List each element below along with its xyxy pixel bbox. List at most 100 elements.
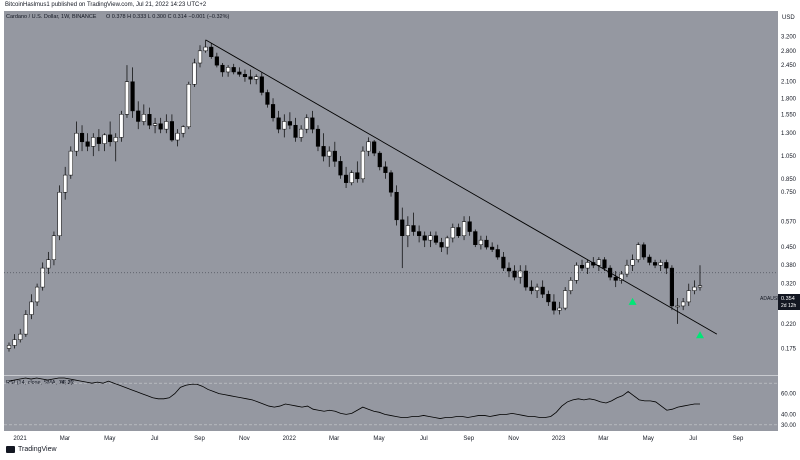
rsi-indicator — [4, 377, 778, 426]
candle-body — [383, 166, 388, 173]
candle-body — [242, 74, 248, 77]
candle-body — [108, 134, 113, 143]
candle-body — [293, 124, 298, 138]
candle-body — [456, 227, 461, 237]
candle-body — [96, 137, 101, 144]
candle-body — [681, 301, 686, 307]
price-tick-label: 1.300 — [781, 131, 797, 137]
candle-body — [349, 172, 354, 183]
candle-body — [265, 92, 270, 105]
candle-body — [535, 286, 540, 291]
price-tick-label: 2.450 — [781, 63, 797, 69]
candle-body — [12, 339, 17, 346]
candle-body — [51, 235, 57, 260]
candle-body — [23, 314, 28, 335]
footer-brand-label: TradingView — [18, 446, 57, 453]
last-price-countdown: 2d 12h — [781, 303, 797, 309]
candle-body — [164, 121, 169, 130]
candle-body — [394, 191, 399, 221]
price-tick-label: 0.850 — [781, 177, 797, 183]
candle-body — [405, 225, 410, 237]
candle-body — [501, 256, 506, 269]
time-tick-label: Sep — [194, 436, 205, 442]
candle-body — [152, 123, 158, 126]
tradingview-logo-icon — [6, 446, 15, 453]
candle-body — [619, 273, 624, 281]
candle-body — [332, 150, 337, 162]
last-price-value: 0.354 — [781, 296, 795, 302]
candle-body — [506, 267, 512, 272]
candle-body — [147, 114, 152, 126]
overlays — [4, 39, 778, 339]
candle-body — [192, 62, 197, 85]
candle-body — [85, 141, 90, 147]
price-tick-label: 2.100 — [781, 80, 797, 86]
candle-body — [433, 235, 439, 243]
time-tick-label: May — [373, 436, 384, 442]
candle-body — [377, 152, 382, 168]
candle-body — [18, 333, 23, 340]
candles — [6, 39, 703, 352]
candle-body — [473, 231, 478, 245]
time-tick-label: 2022 — [283, 436, 297, 442]
candle-body — [360, 150, 366, 180]
ohlc-readout: O 0.378 H 0.333 L 0.300 C 0.314 −0.001 (… — [106, 14, 229, 20]
currency-label: USD — [782, 15, 795, 21]
candle-body — [315, 128, 321, 147]
candle-body — [658, 262, 663, 266]
candle-body — [181, 126, 186, 134]
candle-body — [254, 76, 259, 80]
candle-body — [518, 270, 523, 278]
candle-body — [366, 141, 371, 152]
rsi-line — [8, 377, 700, 419]
candle-body — [461, 221, 467, 237]
price-tick-label: 0.175 — [781, 346, 797, 352]
price-tick-label: 2.800 — [781, 49, 797, 55]
candle-body — [310, 117, 315, 130]
candle-body — [512, 270, 517, 278]
price-tick-label: 1.800 — [781, 96, 797, 102]
candle-body — [630, 259, 635, 266]
time-tick-label: Jul — [689, 436, 697, 442]
trendline — [205, 39, 718, 335]
candle-body — [68, 150, 73, 176]
publish-info: BitcoinHaslmus1 published on TradingView… — [5, 2, 207, 8]
candle-body — [546, 293, 551, 303]
candle-body — [388, 172, 394, 193]
candle-body — [141, 114, 146, 122]
green-triangle-marker-icon — [696, 331, 704, 339]
candle-body — [523, 270, 528, 288]
candle-body — [529, 286, 534, 291]
candle-body — [186, 84, 191, 128]
rsi-axis: 60.00 40.00 30.00 — [781, 392, 797, 429]
candle-body — [124, 81, 130, 115]
candle-body — [130, 81, 135, 112]
time-tick-label: May — [104, 436, 115, 442]
candle-body — [175, 132, 180, 141]
rsi-tick-label: 60.00 — [781, 392, 797, 398]
time-tick-label: Mar — [598, 436, 608, 442]
price-tick-label: 0.220 — [781, 322, 797, 328]
candle-body — [692, 286, 697, 291]
candle-body — [40, 267, 45, 288]
candle-body — [203, 46, 208, 52]
candle-body — [647, 256, 652, 263]
candle-body — [602, 259, 607, 269]
candle-body — [355, 172, 360, 180]
candle-body — [6, 345, 12, 349]
time-tick-label: Jul — [420, 436, 428, 442]
candle-body — [327, 150, 332, 157]
candle-body — [79, 132, 85, 143]
candle-body — [46, 259, 51, 269]
footer-brand[interactable]: TradingView — [6, 446, 57, 453]
candle-body — [579, 264, 585, 269]
candle-body — [445, 237, 450, 248]
candle-body — [400, 219, 405, 237]
candle-body — [231, 67, 236, 73]
price-tick-label: 1.050 — [781, 154, 797, 160]
candle-body — [636, 244, 641, 260]
candle-body — [226, 67, 231, 73]
candle-body — [282, 121, 287, 130]
candle-body — [299, 128, 304, 138]
candle-body — [158, 123, 163, 130]
